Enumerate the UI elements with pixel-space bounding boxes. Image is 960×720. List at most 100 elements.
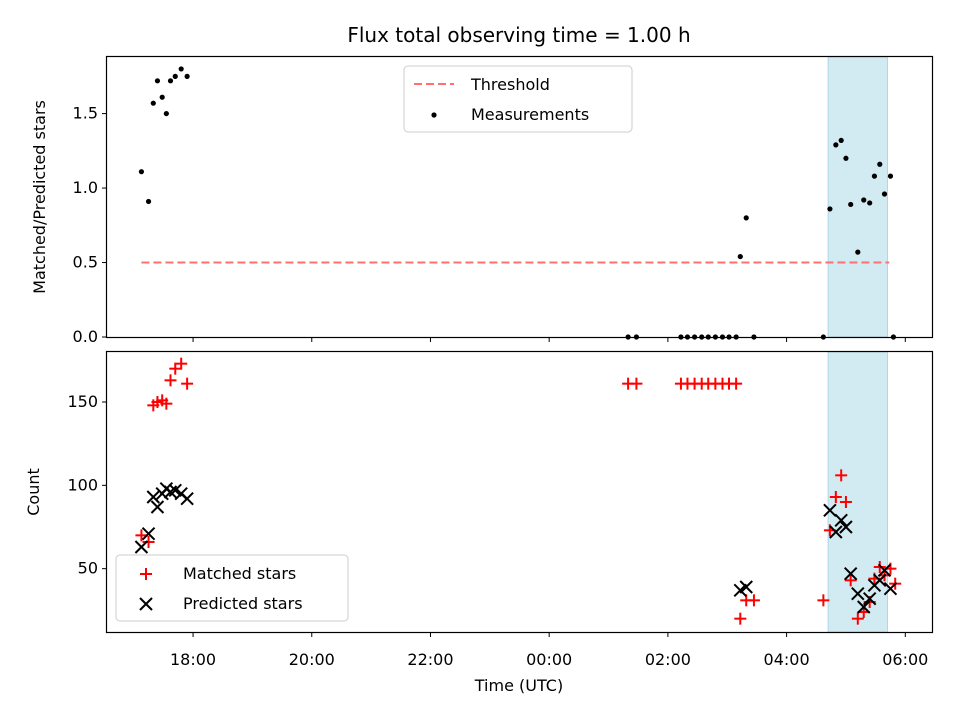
matched-star-point (142, 536, 155, 548)
measurement-point (138, 169, 145, 175)
predicted-star-point-b (141, 526, 156, 541)
predicted-star-point-b (829, 525, 843, 539)
predicted-star-point (839, 520, 853, 534)
bottom-panel: 50 100 150 18:00 20:00 22:00 00:00 02:00 04:00 0… (24, 350, 934, 695)
matched-star-point (135, 529, 148, 542)
y-tick-label: 1.0 (73, 178, 98, 197)
predicted-star-point (877, 563, 892, 578)
predicted-star-point-b (857, 600, 871, 614)
predicted-star-point (843, 566, 858, 581)
legend-matched-swatch (140, 568, 152, 580)
predicted-star-point (146, 490, 161, 504)
matched-star-point (839, 496, 852, 508)
measurement-point (867, 200, 873, 206)
matched-star-point (181, 377, 194, 390)
predicted-star-point (883, 581, 898, 596)
x-tick-label: 20:00 (289, 650, 335, 669)
predicted-star-point-b (883, 581, 898, 596)
predicted-star-point-b (163, 485, 178, 499)
bottom-y-axis-label: Count (24, 468, 43, 516)
predicted-star-point (862, 591, 877, 606)
measurement-point (861, 197, 867, 203)
top-axes-frame (105, 55, 934, 339)
x-tick-label: 06:00 (882, 650, 928, 669)
predicted-star-point-b (739, 580, 753, 594)
top-legend: Threshold Measurements (403, 65, 633, 133)
matched-star-point (835, 469, 848, 482)
predicted-stars-points (134, 481, 898, 614)
measurement-point (150, 100, 156, 106)
predicted-star-point-b (834, 513, 848, 528)
predicted-star-point-b (180, 491, 194, 506)
matched-star-point (175, 357, 188, 370)
predicted-star-point-b (823, 503, 837, 518)
legend-predicted-label: Predicted stars (183, 594, 303, 613)
measurement-point (159, 94, 165, 100)
matched-star-point (160, 397, 173, 410)
bottom-y-ticks: 50 100 150 (67, 392, 107, 578)
bottom-axes-frame (105, 350, 934, 634)
predicted-star-point-b (851, 586, 865, 601)
measurement-point (855, 249, 861, 255)
predicted-star-point-b (877, 563, 892, 578)
predicted-star-point-b (862, 591, 877, 606)
top-legend-box (403, 65, 633, 133)
measurement-point (154, 78, 161, 84)
measurement-point (881, 191, 888, 197)
predicted-star-point (141, 526, 156, 541)
measurement-point (743, 215, 749, 221)
predicted-star-point (823, 503, 837, 518)
legend-plus-marker (140, 568, 152, 580)
y-tick-label: 50 (78, 559, 98, 578)
bottom-legend-box (115, 554, 349, 622)
y-tick-label: 100 (67, 475, 98, 494)
matched-star-point (817, 594, 830, 607)
measurement-point (163, 110, 169, 117)
y-tick-label: 150 (67, 392, 98, 411)
matched-star-point (164, 374, 177, 387)
predicted-star-point-b (150, 500, 165, 514)
predicted-star-point-b (873, 573, 887, 588)
predicted-star-point-b (168, 483, 182, 498)
y-tick-label: 0.0 (73, 327, 98, 346)
legend-x-marker (139, 597, 153, 611)
predicted-star-point-b (839, 520, 853, 534)
x-tick-label: 00:00 (526, 650, 572, 669)
legend-predicted-swatch (139, 597, 153, 611)
measurement-point (145, 198, 152, 205)
matched-star-point (734, 612, 747, 625)
predicted-star-point-b (843, 566, 858, 581)
measurement-point (838, 137, 844, 144)
x-tick-label: 04:00 (764, 650, 810, 669)
legend-measurements-swatch (431, 112, 437, 118)
x-tick-label: 02:00 (645, 650, 691, 669)
predicted-star-point (829, 525, 843, 539)
measurement-point (887, 173, 894, 179)
predicted-star-point (851, 586, 865, 601)
matched-star-point (844, 574, 857, 587)
measurement-point (827, 206, 833, 212)
predicted-star-point (150, 500, 165, 514)
measurement-point (833, 142, 839, 148)
observing-span-top (827, 56, 888, 338)
predicted-star-point (834, 513, 848, 528)
matched-star-point (747, 594, 760, 607)
matched-stars-points (135, 357, 902, 625)
legend-matched-label: Matched stars (183, 564, 296, 583)
x-axis-label: Time (UTC) (474, 676, 563, 695)
top-panel: 0.0 0.5 1.0 1.5 Matched/Predicted stars Thr… (30, 55, 934, 346)
predicted-star-point-b (134, 540, 149, 554)
matched-star-point (829, 491, 842, 503)
predicted-star-point-b (146, 490, 161, 504)
top-y-axis-label: Matched/Predicted stars (30, 100, 49, 294)
y-tick-label: 1.5 (73, 104, 98, 123)
predicted-star-point (739, 580, 753, 594)
predicted-star-point (180, 491, 194, 506)
predicted-star-point (857, 600, 871, 614)
bottom-x-ticks: 18:00 20:00 22:00 00:00 02:00 04:00 06:00 (170, 632, 928, 669)
predicted-star-point (163, 485, 178, 499)
chart-title: Flux total observing time = 1.00 h (347, 23, 690, 47)
predicted-star-point (873, 573, 887, 588)
measurement-point (877, 161, 883, 167)
